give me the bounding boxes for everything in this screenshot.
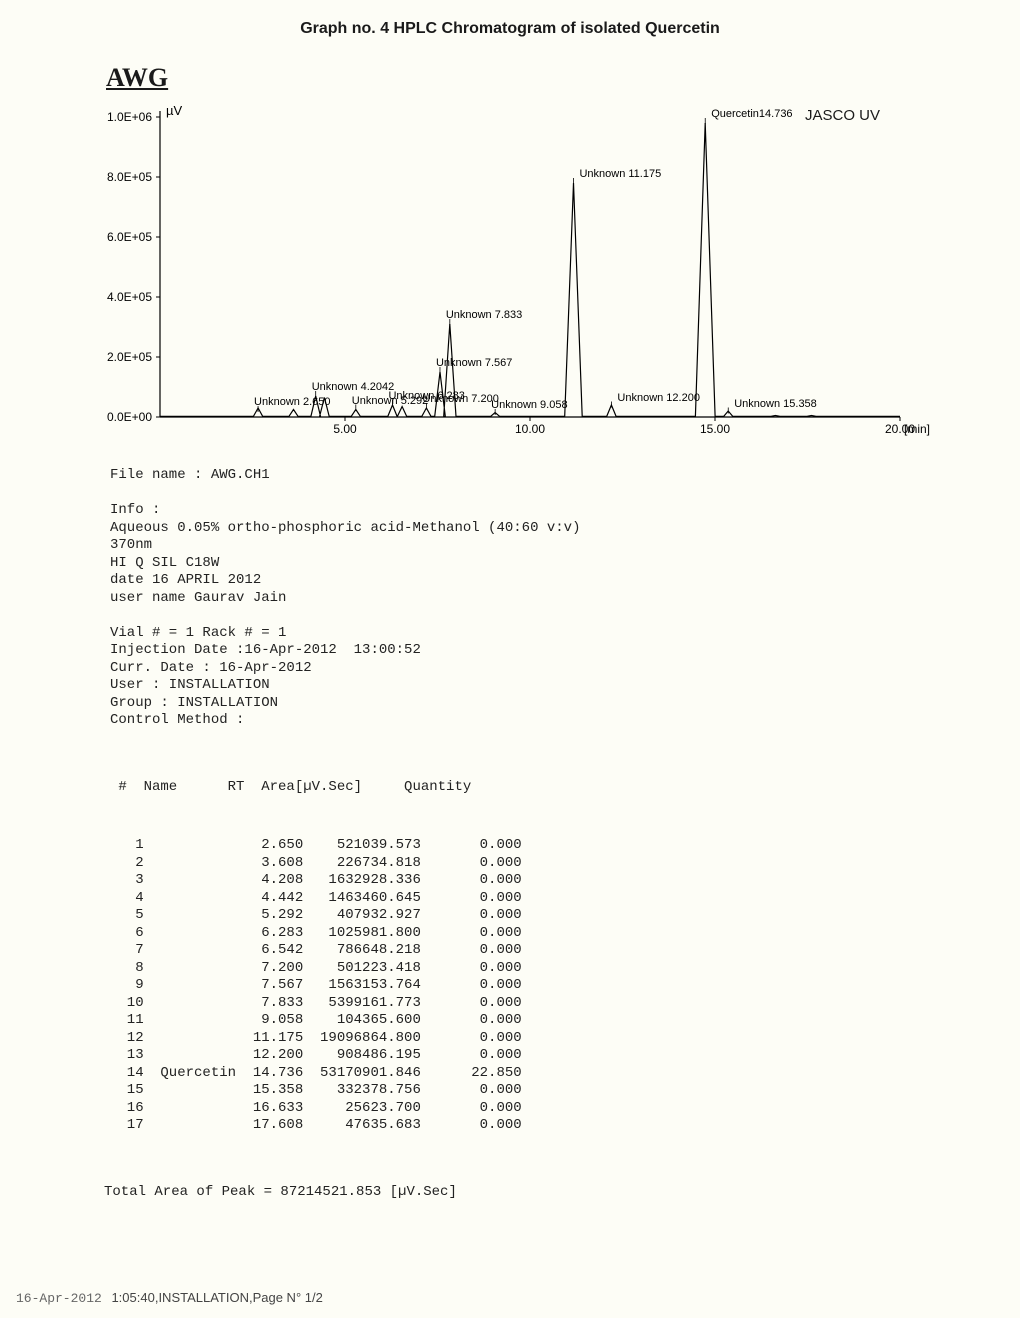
svg-text:4.0E+05: 4.0E+05 xyxy=(107,290,152,304)
footer-text: 1:05:40,INSTALLATION,Page N° 1/2 xyxy=(111,1290,322,1305)
peak-label: Unknown 15.358 xyxy=(734,398,817,410)
peak-label: Unknown 4.2042 xyxy=(312,381,395,393)
svg-text:2.0E+05: 2.0E+05 xyxy=(107,350,152,364)
peak-label: Quercetin14.736 xyxy=(711,108,792,120)
peak-label: Unknown 7.567 xyxy=(436,357,512,369)
total-area: Total Area of Peak = 87214521.853 [µV.Se… xyxy=(104,1184,1020,1202)
table-header: # Name RT Area[µV.Sec] Quantity xyxy=(110,779,1020,797)
content-block: AWG JASCO UV 0.0E+00 2.0E+05 4.0E+05 6.0E+0… xyxy=(100,63,1020,1236)
footer-date: 16-Apr-2012 xyxy=(16,1291,102,1306)
svg-text:15.00: 15.00 xyxy=(700,422,730,436)
peak-label: Unknown 7.833 xyxy=(446,309,522,321)
peak-table: # Name RT Area[µV.Sec] Quantity 1 2.650 … xyxy=(110,744,1020,1237)
peak-label: Unknown 11.175 xyxy=(579,168,661,180)
svg-text:5.00: 5.00 xyxy=(333,422,357,436)
peak-label: Unknown 2.650 xyxy=(254,396,330,408)
awg-heading: AWG xyxy=(106,63,1020,93)
table-rows: 1 2.650 521039.573 0.000 2 3.608 226734.… xyxy=(110,837,1020,1135)
svg-text:6.0E+05: 6.0E+05 xyxy=(107,230,152,244)
detector-label: JASCO UV xyxy=(805,107,880,124)
svg-text:0.0E+00: 0.0E+00 xyxy=(107,410,152,424)
svg-text:µV: µV xyxy=(166,103,182,118)
page-root: Graph no. 4 HPLC Chromatogram of isolate… xyxy=(0,0,1020,1318)
run-info: File name : AWG.CH1 Info : Aqueous 0.05%… xyxy=(110,467,1020,730)
chromatogram-chart: JASCO UV 0.0E+00 2.0E+05 4.0E+05 6.0E+05 8.0… xyxy=(80,97,940,457)
page-footer: 16-Apr-2012 1:05:40,INSTALLATION,Page N°… xyxy=(16,1290,323,1306)
peak-label: Unknown 9.058 xyxy=(491,399,567,411)
page-title: Graph no. 4 HPLC Chromatogram of isolate… xyxy=(0,20,1020,38)
peak-label: Unknown 12.200 xyxy=(617,392,700,404)
peak-label: Unknown 7.200 xyxy=(422,393,498,405)
svg-text:1.0E+06: 1.0E+06 xyxy=(107,110,152,124)
svg-text:10.00: 10.00 xyxy=(515,422,545,436)
svg-text:[min]: [min] xyxy=(904,422,930,436)
svg-text:8.0E+05: 8.0E+05 xyxy=(107,170,152,184)
